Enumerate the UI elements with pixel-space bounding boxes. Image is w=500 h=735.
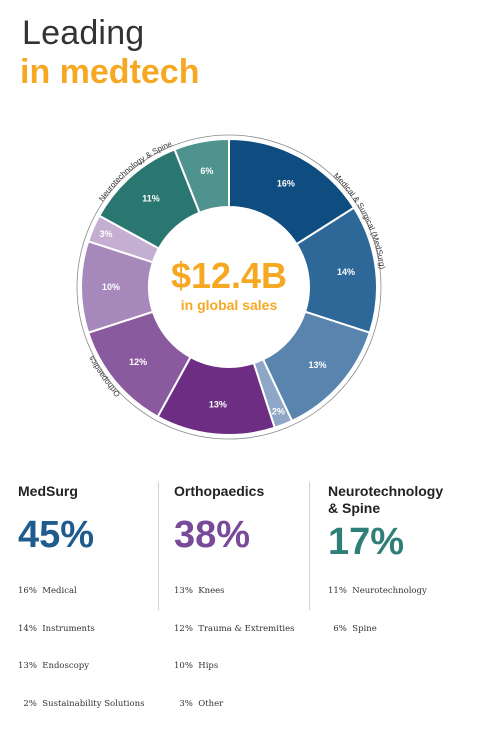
- column-title: Neurotechnology & Spine: [328, 483, 444, 516]
- center-value: $12.4B: [171, 255, 287, 296]
- column-list: 16% Medical 14% Instruments 13% Endoscop…: [18, 560, 144, 735]
- list-item: 13% Knees: [174, 586, 225, 596]
- list-item: 12% Trauma & Extremities: [174, 623, 295, 634]
- column-neurotechnology-spine: Neurotechnology & Spine 17% 11% Neurotec…: [328, 483, 444, 634]
- slice-label: 3%: [100, 229, 113, 239]
- slice-labels: 16% 14% 13% 2% 13% 12% 10% 3% 11% 6%: [100, 166, 356, 416]
- list-item: 13% Endoscopy: [18, 661, 90, 671]
- title-line-2: in medtech: [20, 53, 200, 91]
- slice-label: 16%: [277, 179, 295, 189]
- slice-label: 10%: [102, 282, 120, 292]
- list-item: 16% Medical: [18, 586, 77, 596]
- column-total: 17%: [328, 521, 405, 563]
- title-line-1: Leading: [22, 14, 145, 52]
- list-item: 10% Hips: [174, 661, 219, 671]
- list-item: 6% Spine: [328, 623, 377, 634]
- list-item: 2% Sustainability Solutions: [18, 698, 145, 709]
- list-item: 14% Instruments: [18, 623, 95, 634]
- column-title: Orthopaedics: [174, 483, 265, 499]
- center-caption: in global sales: [181, 297, 278, 313]
- slice-label: 6%: [200, 166, 213, 176]
- slice-label: 13%: [209, 399, 227, 409]
- column-list: 11% Neurotechnology 6% Spine: [328, 560, 427, 660]
- column-total: 45%: [18, 514, 95, 556]
- donut-slices: [80, 137, 378, 436]
- list-item: 3% Other: [174, 698, 224, 709]
- slice-label: 11%: [142, 193, 160, 203]
- column-medsurg: MedSurg 45% 16% Medical 14% Instruments …: [18, 483, 144, 709]
- slice-label: 12%: [129, 357, 147, 367]
- column-list: 13% Knees 12% Trauma & Extremities 10% H…: [174, 560, 294, 735]
- column-title: MedSurg: [18, 483, 78, 499]
- list-item: 11% Neurotechnology: [328, 586, 427, 596]
- donut-slice: [173, 137, 230, 214]
- divider: [158, 482, 159, 610]
- slice-label: 2%: [272, 407, 285, 417]
- slice-label: 13%: [309, 360, 327, 370]
- column-orthopaedics: Orthopaedics 38% 13% Knees 12% Trauma & …: [174, 483, 294, 709]
- column-total: 38%: [174, 514, 251, 556]
- slice-label: 14%: [337, 267, 355, 277]
- donut-chart: 16%14%13%2%13%12%10%3%11%6% Medical & Su…: [76, 134, 387, 440]
- outer-ring: [76, 134, 382, 440]
- divider: [309, 482, 310, 610]
